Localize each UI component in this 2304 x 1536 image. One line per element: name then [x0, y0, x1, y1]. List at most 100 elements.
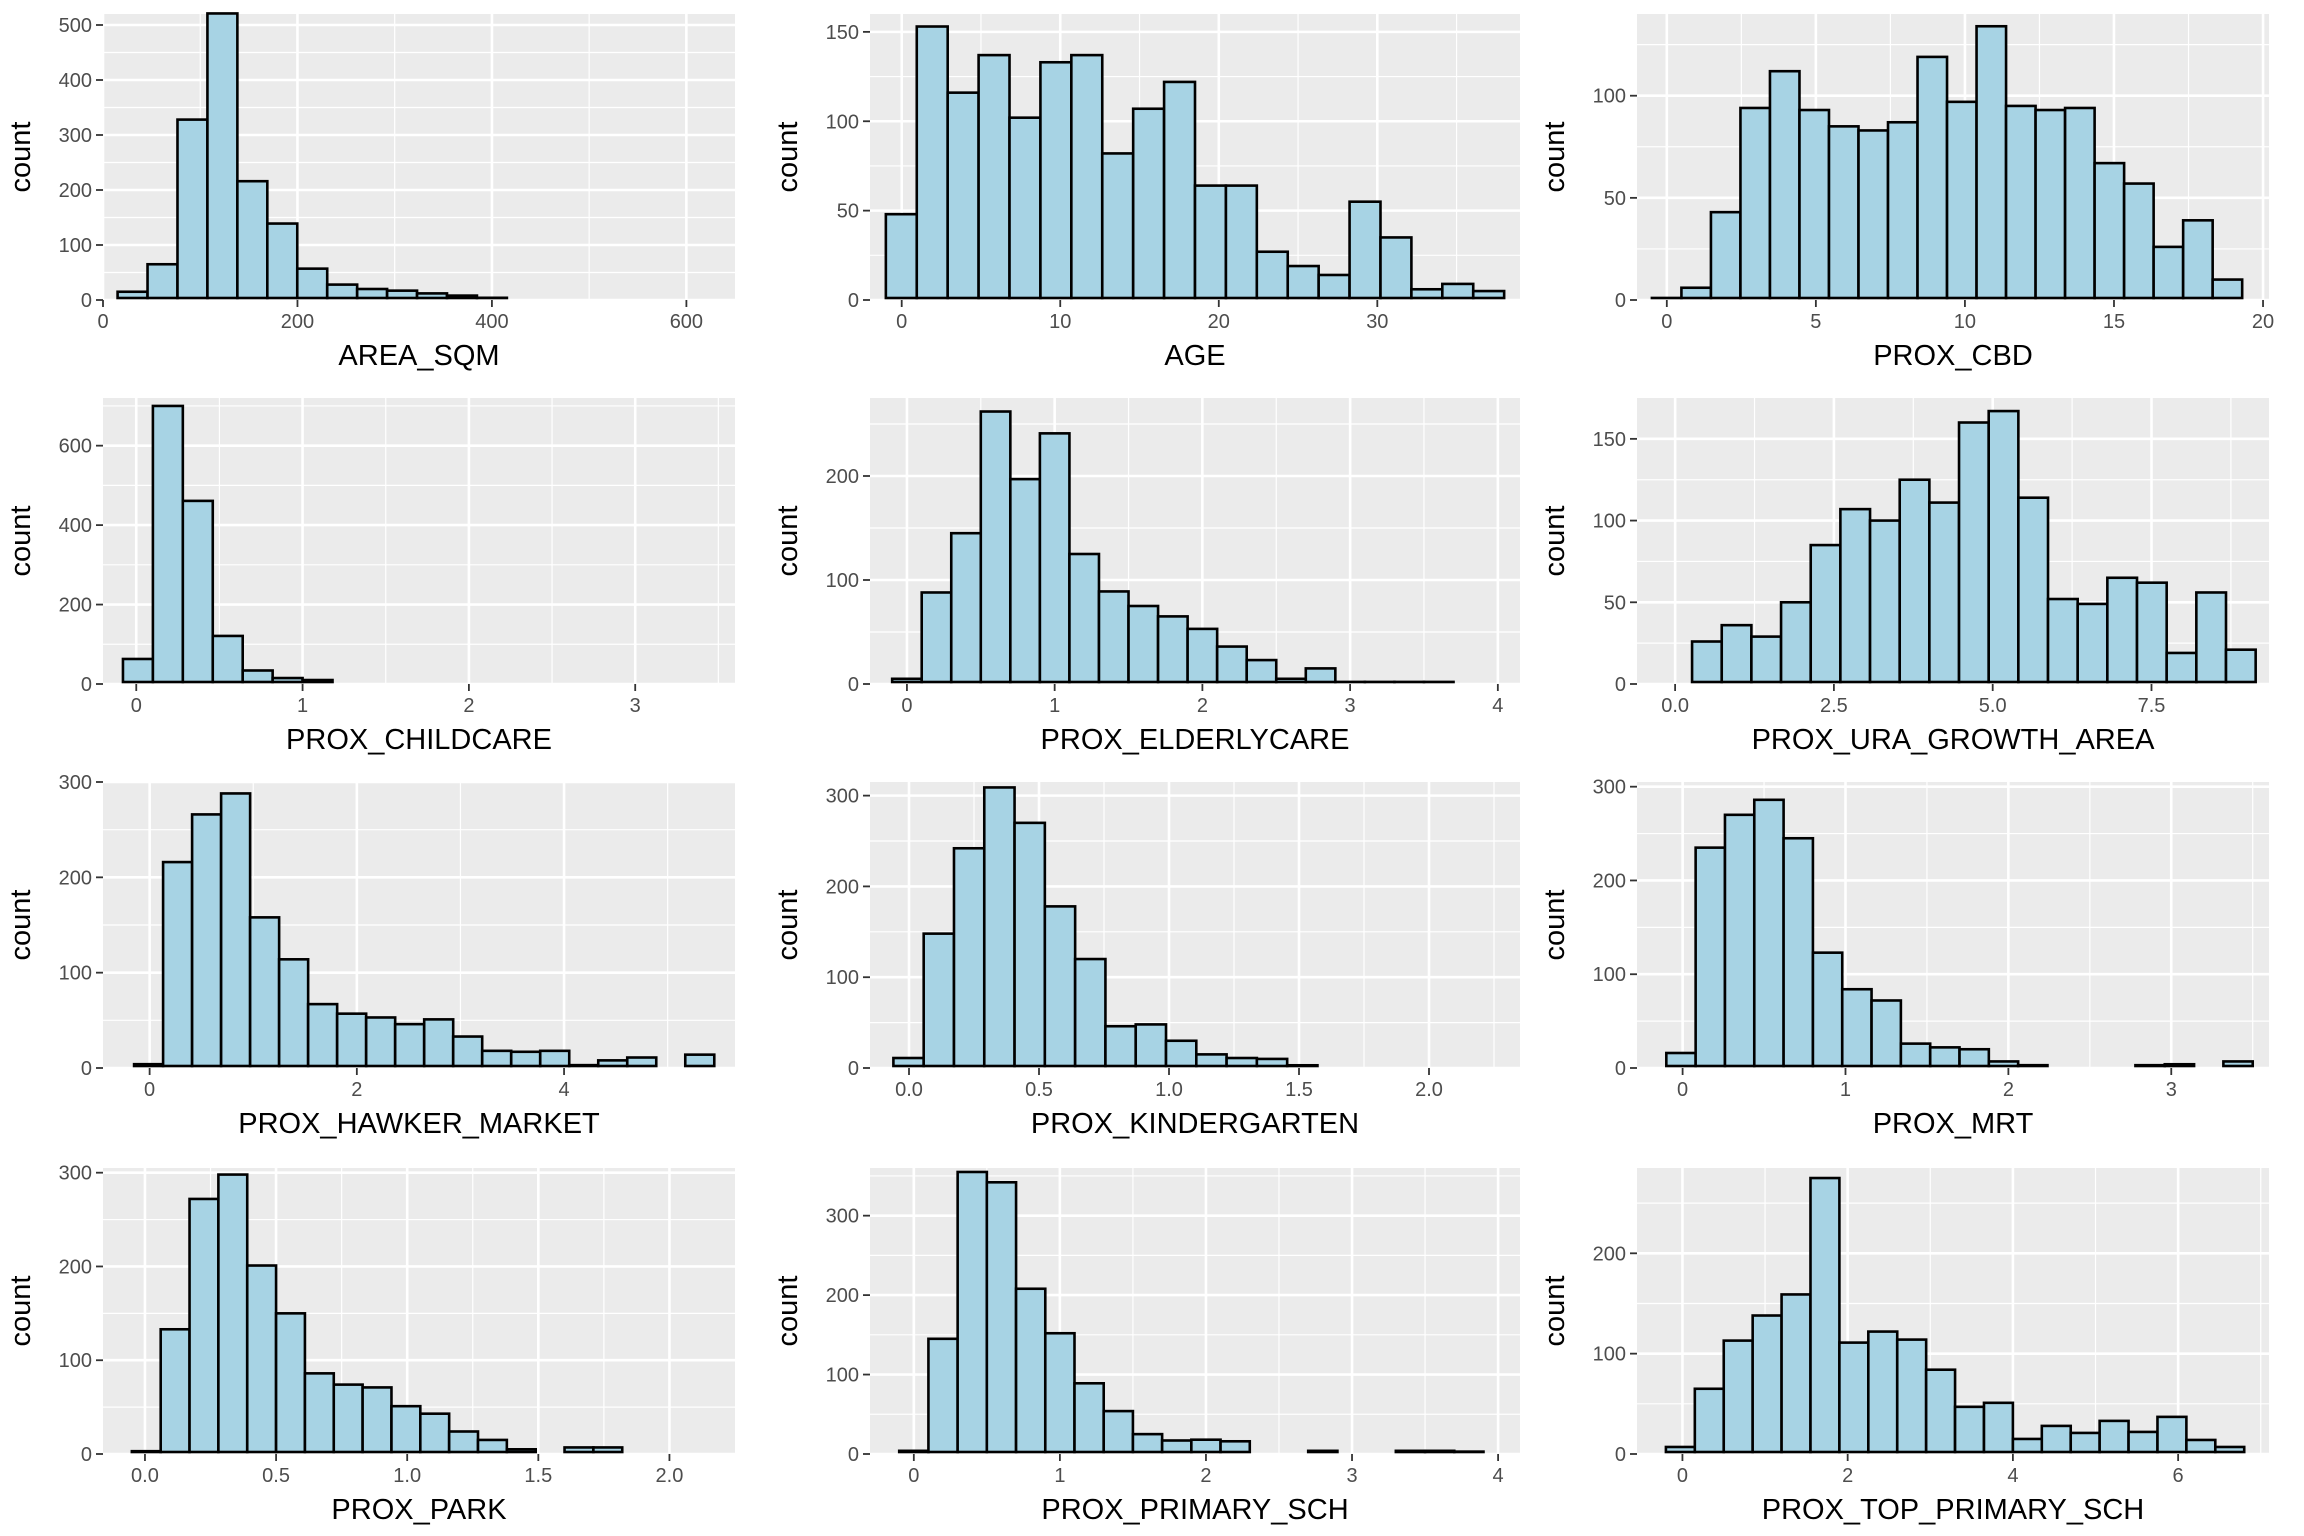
x-axis-title: PROX_CHILDCARE: [286, 724, 552, 756]
y-tick-label: 100: [59, 1350, 92, 1372]
histogram-bar: [2127, 1430, 2159, 1454]
histogram-bar: [1160, 1439, 1193, 1454]
y-tick-label: 100: [826, 967, 859, 989]
y-tick-label: 100: [1593, 511, 1626, 533]
histogram-bar: [915, 25, 949, 300]
histogram-bar: [1127, 604, 1160, 684]
histogram-bar: [181, 499, 215, 684]
x-tick-label: 2: [463, 695, 474, 717]
histogram-bar: [1840, 987, 1873, 1068]
histogram-bar: [480, 1049, 513, 1068]
histogram-bar: [1306, 1449, 1339, 1454]
histogram-bar: [236, 179, 269, 300]
y-tick-label: 300: [59, 1163, 92, 1185]
x-tick-label: 0: [97, 311, 108, 333]
histogram-bar: [1100, 152, 1135, 300]
histogram-bar: [245, 1264, 278, 1454]
histogram-bar: [248, 916, 281, 1068]
histogram-bar: [1924, 1368, 1957, 1454]
x-axis-title: PROX_URA_GROWTH_AREA: [1752, 724, 2156, 756]
histogram-bar: [1068, 552, 1101, 684]
y-axis-title: count: [1539, 890, 1571, 961]
y-tick-label: 0: [848, 674, 859, 696]
y-tick-label: 300: [1593, 777, 1626, 799]
histogram-bar: [116, 290, 149, 300]
x-axis-title: PROX_KINDERGARTEN: [1031, 1108, 1359, 1140]
histogram-bar: [2135, 581, 2168, 684]
histogram-bar: [1225, 1056, 1259, 1068]
histogram-bar: [1664, 1445, 1697, 1454]
y-tick-label: 100: [1593, 86, 1626, 108]
histogram-bar: [217, 1173, 249, 1454]
y-tick-label: 0: [1615, 674, 1626, 696]
histogram-bar: [445, 294, 479, 300]
x-tick-label: 20: [1208, 311, 1230, 333]
histogram-bar: [890, 677, 924, 684]
y-axis-title: count: [5, 1276, 37, 1347]
panel-prox-park: 0.0 0.5 1.0 1.5 2.0 0 100 200 300 PROX_PARK count: [5, 1163, 735, 1526]
x-tick-label: 0.0: [131, 1465, 159, 1487]
histogram-bar: [1073, 1381, 1106, 1454]
x-tick-label: 2: [1197, 695, 1208, 717]
y-tick-label: 400: [59, 70, 92, 92]
histogram-bar: [385, 289, 419, 300]
histogram-bar: [151, 404, 185, 684]
histogram-bar: [956, 1170, 989, 1454]
panel-prox-hawker-market: 0 2 4 0 100 200 300 PROX_HAWKER_MARKET count: [5, 772, 735, 1140]
histogram-bar: [1809, 1176, 1841, 1454]
histogram-bar: [241, 669, 274, 684]
histogram-bar: [2098, 1419, 2130, 1454]
histogram-bar: [2214, 1445, 2246, 1454]
y-tick-label: 100: [1593, 964, 1626, 986]
y-axis-title: count: [5, 506, 37, 577]
x-axis-title: PROX_PRIMARY_SCH: [1041, 1494, 1348, 1526]
histogram-bar: [1665, 1051, 1697, 1068]
panel-prox-childcare: 0 1 2 3 0 200 400 600 PROX_CHILDCARE count: [5, 398, 735, 756]
y-tick-label: 200: [826, 876, 859, 898]
histogram-bar: [301, 678, 334, 684]
x-tick-label: 0: [1661, 311, 1672, 333]
histogram-bar: [1131, 1432, 1164, 1454]
y-tick-label: 0: [81, 290, 92, 312]
y-tick-label: 0: [81, 674, 92, 696]
histogram-bar: [1255, 250, 1290, 300]
histogram-bar: [1102, 1409, 1135, 1454]
x-tick-label: 7.5: [2138, 695, 2166, 717]
histogram-bar: [1008, 116, 1042, 300]
histogram-bar: [476, 1438, 509, 1454]
panel-prox-cbd: 0 5 10 15 20 0 50 100 PROX_CBD count: [1539, 14, 2274, 372]
histogram-bar: [306, 1002, 339, 1068]
histogram-bar: [176, 118, 209, 300]
histogram-bar: [1245, 658, 1278, 684]
histogram-bar: [1073, 957, 1107, 1068]
histogram-bar: [1987, 409, 2020, 684]
histogram-bar: [1224, 184, 1259, 300]
histogram-bar: [121, 657, 155, 684]
histogram-bar: [1916, 55, 1949, 300]
histogram-bar: [1827, 125, 1860, 300]
histogram-bar: [946, 91, 980, 300]
histogram-bar: [390, 1404, 422, 1454]
histogram-bar: [505, 1448, 537, 1454]
histogram-bar: [415, 292, 449, 300]
y-tick-label: 300: [59, 772, 92, 794]
histogram-bar: [1285, 1063, 1319, 1068]
x-tick-label: 0.5: [262, 1465, 290, 1487]
histogram-bar: [1190, 1438, 1222, 1454]
histogram-bar: [1162, 80, 1197, 300]
histogram-bar: [2185, 1438, 2217, 1454]
histogram-bar: [2046, 597, 2079, 684]
y-axis-title: count: [1539, 506, 1571, 577]
histogram-bar: [277, 958, 310, 1068]
x-tick-label: 4: [2007, 1465, 2018, 1487]
x-tick-label: 0: [908, 1465, 919, 1487]
histogram-bar: [1898, 478, 1931, 684]
histogram-bar: [977, 53, 1011, 300]
histogram-bar: [271, 676, 304, 684]
histogram-bar: [1394, 1449, 1427, 1454]
y-tick-label: 200: [826, 466, 859, 488]
x-axis-title: PROX_TOP_PRIMARY_SCH: [1762, 1494, 2145, 1526]
histogram-bar: [1690, 640, 1724, 684]
histogram-bar: [2181, 219, 2214, 300]
x-tick-label: 2.0: [1415, 1079, 1443, 1101]
